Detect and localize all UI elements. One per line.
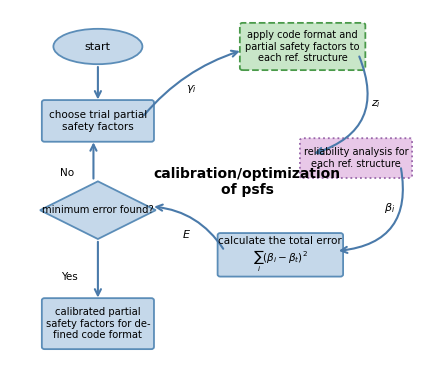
FancyBboxPatch shape	[300, 138, 412, 178]
Text: choose trial partial
safety factors: choose trial partial safety factors	[49, 110, 147, 132]
Text: No: No	[60, 168, 74, 178]
Text: $E$: $E$	[182, 228, 191, 240]
Text: minimum error found?: minimum error found?	[42, 205, 154, 215]
Text: Yes: Yes	[61, 272, 77, 282]
Text: apply code format and
partial safety factors to
each ref. structure: apply code format and partial safety fac…	[245, 30, 360, 63]
Text: calibrated partial
safety factors for de-
fined code format: calibrated partial safety factors for de…	[45, 307, 150, 340]
FancyBboxPatch shape	[240, 23, 365, 70]
Polygon shape	[40, 182, 156, 239]
Text: $z_i$: $z_i$	[371, 98, 381, 110]
Text: calculate the total error
$\sum_i(\beta_i - \beta_t)^2$: calculate the total error $\sum_i(\beta_…	[218, 236, 342, 274]
Text: reliability analysis for
each ref. structure: reliability analysis for each ref. struc…	[303, 147, 409, 169]
Text: $\gamma_i$: $\gamma_i$	[186, 83, 197, 95]
Text: $\beta_i$: $\beta_i$	[384, 201, 395, 215]
Text: start: start	[85, 42, 111, 51]
Text: calibration/optimization
of psfs: calibration/optimization of psfs	[154, 167, 340, 198]
FancyBboxPatch shape	[42, 298, 154, 349]
FancyBboxPatch shape	[42, 100, 154, 142]
FancyBboxPatch shape	[218, 233, 343, 276]
Ellipse shape	[53, 29, 142, 64]
